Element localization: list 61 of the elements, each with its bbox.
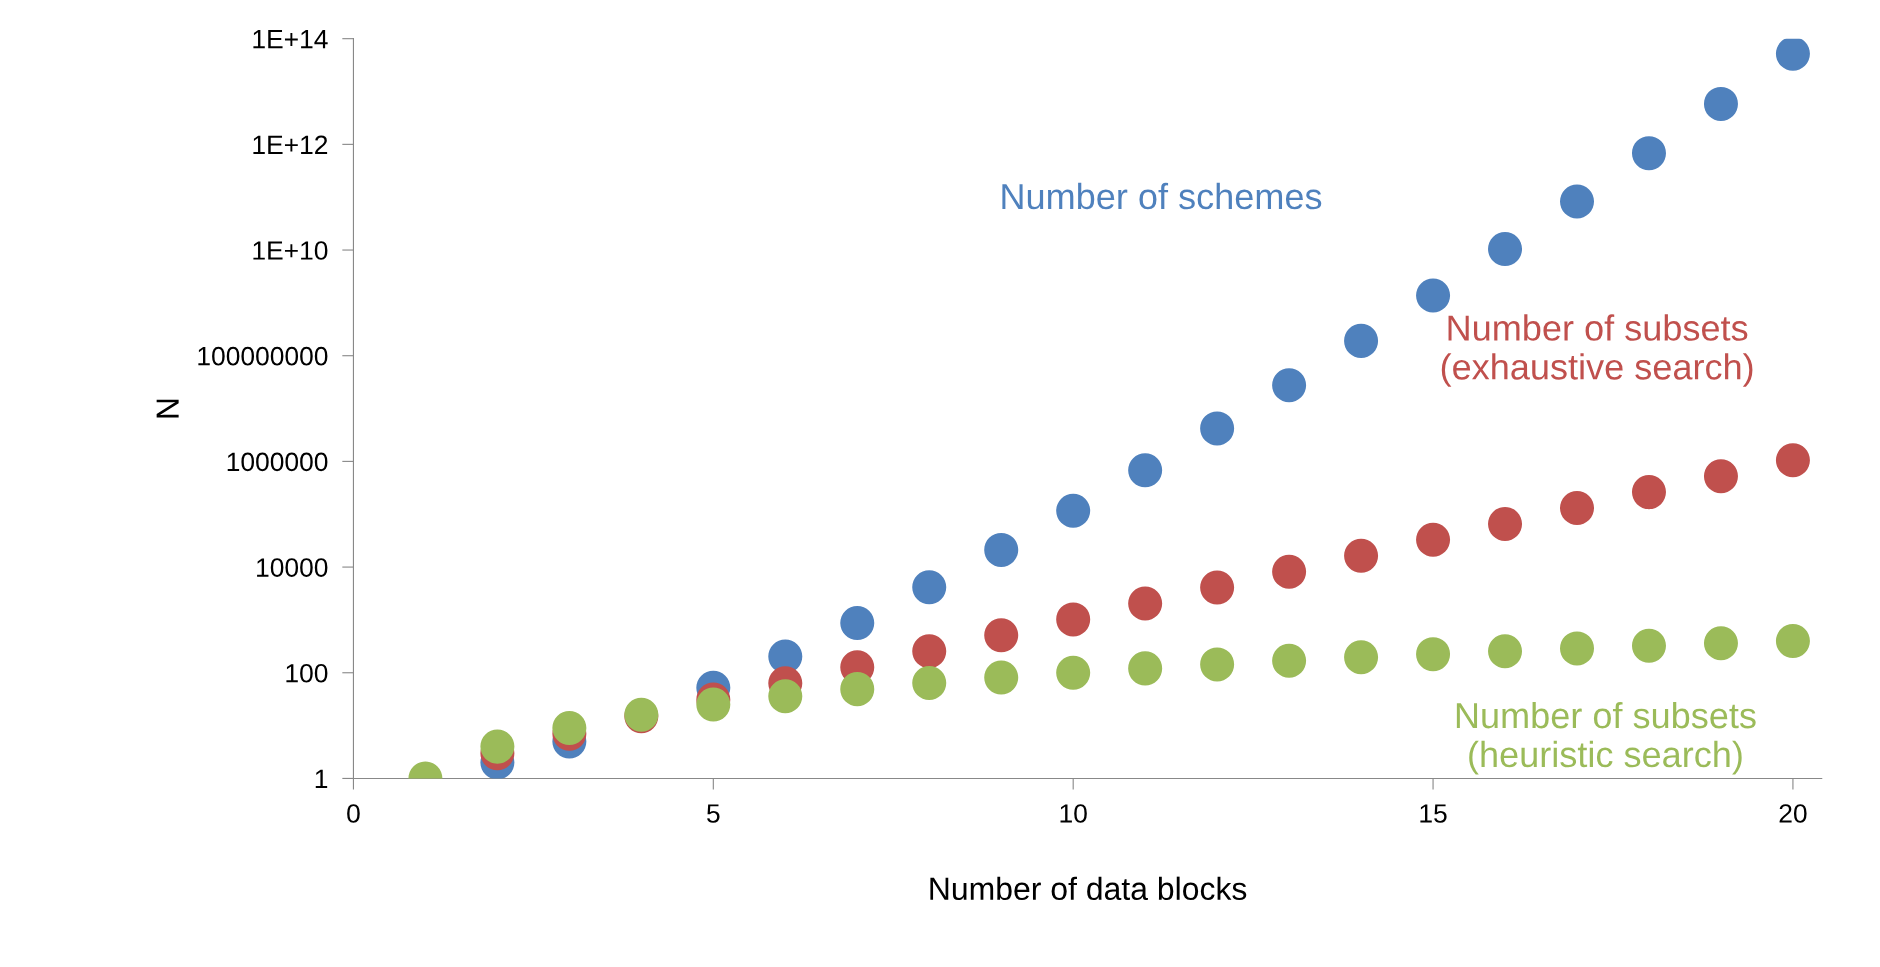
x-axis-title: Number of data blocks xyxy=(930,876,1247,901)
point xyxy=(1631,628,1666,663)
x-tick-label: 20 xyxy=(1779,804,1807,823)
x-tick-label: 5 xyxy=(707,804,720,823)
y-tick-label: 1 xyxy=(315,769,328,788)
point xyxy=(1775,443,1810,478)
point xyxy=(1272,368,1307,403)
point xyxy=(1056,493,1091,528)
y-tick-label: 100000000 xyxy=(198,346,328,366)
point xyxy=(1703,86,1738,121)
point xyxy=(1128,453,1163,488)
x-tick-label: 10 xyxy=(1060,804,1087,823)
point xyxy=(1272,554,1307,589)
point xyxy=(1200,411,1235,446)
point xyxy=(480,729,515,764)
y-tick-label: 1E+10 xyxy=(253,241,328,260)
x-tick-label: 15 xyxy=(1420,804,1447,823)
point xyxy=(1559,184,1595,219)
point xyxy=(1559,631,1595,666)
point xyxy=(1344,538,1379,573)
point xyxy=(1488,506,1523,541)
point xyxy=(984,660,1019,695)
point xyxy=(1775,623,1810,658)
point xyxy=(1416,637,1451,672)
point xyxy=(1631,475,1666,510)
y-tick-label: 1E+12 xyxy=(253,135,328,154)
point xyxy=(1703,459,1738,494)
series-label: Number of subsets (exhaustive search) xyxy=(1441,314,1753,387)
point xyxy=(912,570,947,605)
point xyxy=(768,679,803,714)
point xyxy=(840,672,875,707)
point xyxy=(1631,136,1666,171)
point xyxy=(912,665,947,701)
text: Number of schemes xyxy=(1002,182,1322,210)
point xyxy=(984,532,1019,567)
point xyxy=(840,605,875,640)
y-tick-label: 100 xyxy=(286,663,328,683)
point xyxy=(1128,586,1163,621)
point xyxy=(1056,655,1091,690)
point xyxy=(1416,278,1451,313)
point xyxy=(1344,323,1379,358)
point xyxy=(1488,634,1523,669)
point xyxy=(1559,491,1595,526)
point xyxy=(1200,647,1235,682)
y-tick-label: 1E+14 xyxy=(253,30,328,49)
point xyxy=(1200,570,1235,605)
point xyxy=(1056,602,1091,637)
point xyxy=(1344,640,1379,675)
point xyxy=(1128,651,1163,686)
y-axis-title: N xyxy=(156,399,179,418)
x-tick-label: 0 xyxy=(347,804,360,823)
series-label: Number of subsets (heuristic search) xyxy=(1456,701,1756,775)
point xyxy=(984,618,1019,653)
y-tick-label: 10000 xyxy=(257,558,328,577)
point xyxy=(1488,231,1523,266)
point xyxy=(1416,522,1451,557)
point xyxy=(912,634,947,669)
y-tick-label: 1000000 xyxy=(227,452,328,472)
point xyxy=(1272,643,1307,678)
point xyxy=(1775,38,1810,71)
point xyxy=(1703,626,1738,661)
